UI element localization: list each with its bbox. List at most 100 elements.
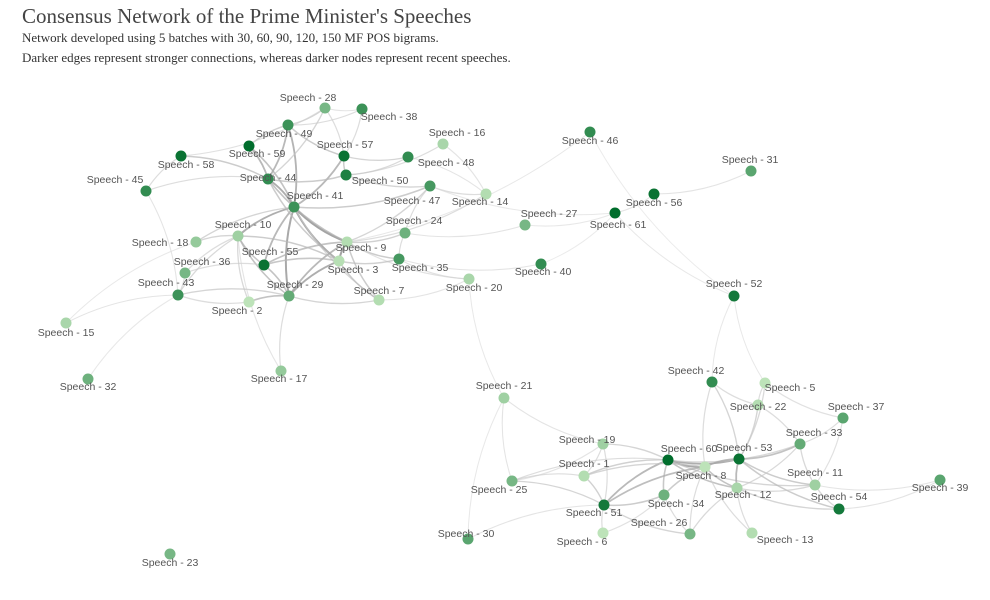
node-circle[interactable] [190,236,202,248]
node-speech-45[interactable]: Speech - 45 [87,174,152,197]
node-speech-40[interactable]: Speech - 40 [515,258,572,279]
node-circle[interactable] [934,474,946,486]
node-speech-18[interactable]: Speech - 18 [132,236,202,250]
node-circle[interactable] [462,533,474,545]
node-speech-43[interactable]: Speech - 43 [138,277,195,301]
node-speech-30[interactable]: Speech - 30 [438,528,495,545]
node-speech-53[interactable]: Speech - 53 [716,442,773,465]
node-circle[interactable] [506,475,518,487]
node-circle[interactable] [584,126,596,138]
node-speech-23[interactable]: Speech - 23 [142,548,199,570]
node-circle[interactable] [609,207,621,219]
node-speech-59[interactable]: Speech - 59 [229,140,286,161]
node-speech-47[interactable]: Speech - 47 [384,180,441,208]
node-speech-31[interactable]: Speech - 31 [722,154,779,177]
node-circle[interactable] [648,188,660,200]
node-speech-10[interactable]: Speech - 10 [215,219,272,242]
node-speech-7[interactable]: Speech - 7 [354,285,405,306]
node-speech-15[interactable]: Speech - 15 [38,317,95,340]
node-speech-48[interactable]: Speech - 48 [402,151,475,170]
node-speech-27[interactable]: Speech - 27 [519,208,578,231]
node-circle[interactable] [179,267,191,279]
node-circle[interactable] [282,119,294,131]
node-speech-12[interactable]: Speech - 12 [715,482,772,502]
node-speech-37[interactable]: Speech - 37 [828,401,885,424]
node-circle[interactable] [752,399,764,411]
node-circle[interactable] [833,503,845,515]
node-speech-6[interactable]: Speech - 6 [557,527,609,549]
node-speech-25[interactable]: Speech - 25 [471,475,528,497]
node-circle[interactable] [175,150,187,162]
node-speech-28[interactable]: Speech - 28 [280,92,337,114]
node-speech-17[interactable]: Speech - 17 [251,365,308,386]
node-speech-22[interactable]: Speech - 22 [730,399,787,414]
node-speech-8[interactable]: Speech - 8 [676,461,727,483]
node-circle[interactable] [373,294,385,306]
node-speech-50[interactable]: Speech - 50 [340,169,409,188]
node-circle[interactable] [338,150,350,162]
node-circle[interactable] [662,454,674,466]
node-circle[interactable] [164,548,176,560]
node-circle[interactable] [258,259,270,271]
node-speech-41[interactable]: Speech - 41 [287,190,344,213]
node-circle[interactable] [393,253,405,265]
node-speech-52[interactable]: Speech - 52 [706,278,763,302]
node-circle[interactable] [275,365,287,377]
node-circle[interactable] [809,479,821,491]
node-speech-51[interactable]: Speech - 51 [566,499,623,520]
node-circle[interactable] [283,290,295,302]
node-circle[interactable] [424,180,436,192]
node-circle[interactable] [319,102,331,114]
node-speech-3[interactable]: Speech - 3 [328,255,379,277]
node-speech-55[interactable]: Speech - 55 [242,246,299,271]
node-speech-21[interactable]: Speech - 21 [476,380,533,404]
node-circle[interactable] [288,201,300,213]
node-circle[interactable] [232,230,244,242]
node-speech-16[interactable]: Speech - 16 [429,127,486,150]
node-circle[interactable] [356,103,368,115]
node-speech-58[interactable]: Speech - 58 [158,150,215,172]
node-speech-36[interactable]: Speech - 36 [174,256,231,279]
node-circle[interactable] [837,412,849,424]
node-circle[interactable] [535,258,547,270]
node-speech-56[interactable]: Speech - 56 [626,188,683,210]
node-circle[interactable] [333,255,345,267]
node-speech-29[interactable]: Speech - 29 [267,279,324,302]
node-circle[interactable] [706,376,718,388]
node-speech-13[interactable]: Speech - 13 [746,527,814,547]
node-circle[interactable] [340,169,352,181]
node-circle[interactable] [243,296,255,308]
node-speech-42[interactable]: Speech - 42 [668,365,725,388]
node-circle[interactable] [480,188,492,200]
node-circle[interactable] [658,489,670,501]
node-speech-2[interactable]: Speech - 2 [212,296,263,318]
node-circle[interactable] [794,438,806,450]
node-speech-49[interactable]: Speech - 49 [256,119,313,141]
node-speech-61[interactable]: Speech - 61 [590,207,647,232]
node-circle[interactable] [746,527,758,539]
node-speech-19[interactable]: Speech - 19 [559,434,616,450]
node-speech-44[interactable]: Speech - 44 [240,172,297,185]
node-circle[interactable] [243,140,255,152]
node-speech-1[interactable]: Speech - 1 [559,458,610,482]
node-speech-38[interactable]: Speech - 38 [356,103,418,124]
node-circle[interactable] [437,138,449,150]
node-circle[interactable] [519,219,531,231]
node-speech-35[interactable]: Speech - 35 [392,253,449,275]
node-speech-33[interactable]: Speech - 33 [786,427,843,450]
node-circle[interactable] [699,461,711,473]
node-circle[interactable] [745,165,757,177]
node-circle[interactable] [463,273,475,285]
node-speech-9[interactable]: Speech - 9 [336,236,387,255]
node-circle[interactable] [598,499,610,511]
node-circle[interactable] [402,151,414,163]
node-circle[interactable] [731,482,743,494]
node-speech-39[interactable]: Speech - 39 [912,474,969,495]
node-circle[interactable] [597,438,609,450]
node-circle[interactable] [399,227,411,239]
node-circle[interactable] [341,236,353,248]
node-circle[interactable] [728,290,740,302]
node-circle[interactable] [262,173,274,185]
node-circle[interactable] [82,373,94,385]
